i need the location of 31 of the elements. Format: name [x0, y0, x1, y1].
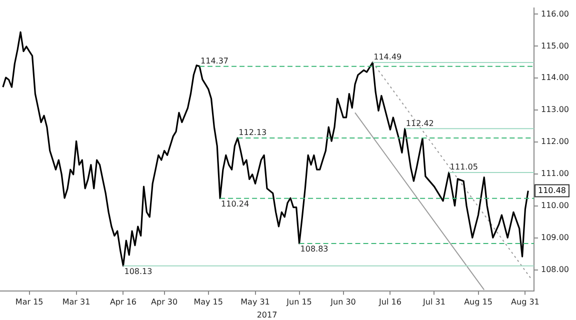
x-tick-label: Mar 15 — [15, 298, 44, 307]
y-tick-label: 113.00 — [541, 105, 569, 114]
ref-line-label: 112.42 — [406, 118, 434, 128]
x-tick-label: Aug 31 — [511, 298, 540, 307]
y-tick-label: 108.00 — [541, 265, 569, 274]
ref-line-label: 114.49 — [374, 52, 402, 62]
x-tick-label: Jul 31 — [422, 298, 446, 307]
ref-line-label: 108.83 — [300, 244, 328, 254]
y-tick-label: 109.00 — [541, 233, 569, 242]
x-tick-label: Jun 15 — [286, 298, 312, 307]
x-tick-label: Aug 15 — [464, 298, 492, 307]
x-axis-title: 2017 — [256, 310, 278, 320]
ref-line-label: 108.13 — [124, 266, 152, 276]
ref-line-label: 110.24 — [221, 199, 250, 208]
x-tick-label: Apr 30 — [151, 298, 178, 307]
y-tick-label: 115.00 — [541, 41, 569, 50]
x-tick-label: May 15 — [194, 298, 223, 307]
y-tick-label: 110.00 — [541, 201, 569, 210]
x-tick-label: Jun 30 — [330, 298, 356, 307]
x-tick-label: Mar 31 — [62, 298, 90, 307]
x-tick-label: Apr 16 — [110, 298, 137, 307]
y-tick-label: 111.00 — [541, 169, 569, 178]
x-tick-label: Jul 16 — [378, 298, 402, 307]
y-tick-label: 112.00 — [541, 137, 569, 146]
x-tick-label: May 31 — [240, 298, 270, 307]
y-tick-label: 116.00 — [541, 9, 569, 18]
annotation: 110.48 — [538, 186, 566, 195]
ref-line-label: 111.05 — [450, 162, 478, 172]
y-tick-label: 114.00 — [541, 73, 569, 82]
ref-line-label: 112.13 — [238, 128, 267, 138]
ref-line-label: 114.37 — [200, 56, 229, 66]
